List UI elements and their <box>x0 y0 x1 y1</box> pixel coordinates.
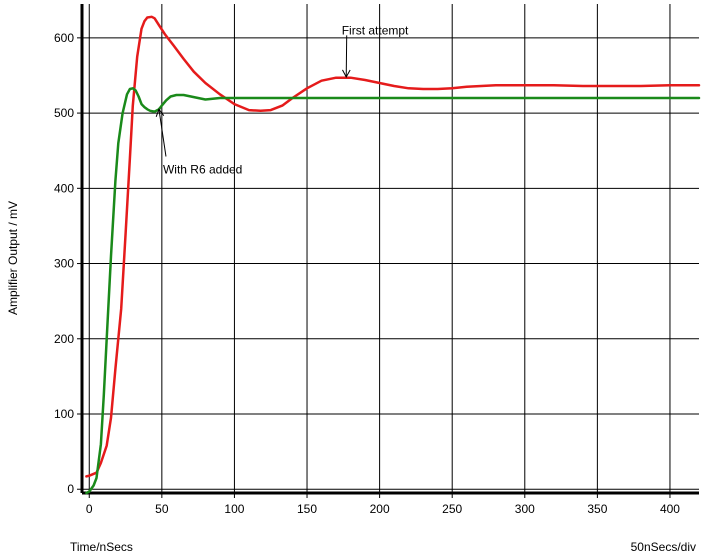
x-tick-label: 0 <box>86 502 93 516</box>
y-tick-label: 500 <box>54 106 74 120</box>
x-tick-label: 50 <box>155 502 169 516</box>
series-line-1 <box>85 87 701 495</box>
y-tick-label: 300 <box>54 257 74 271</box>
y-axis-label: Amplifier Output / mV <box>6 201 20 315</box>
y-tick-label: 600 <box>54 31 74 45</box>
annotations: First attempt With R6 added <box>155 23 409 177</box>
y-tick-label: 0 <box>67 482 74 496</box>
series-line-0 <box>85 15 701 478</box>
annotation-label: First attempt <box>342 23 409 37</box>
scale-note: 50nSecs/div <box>631 540 696 554</box>
series-lines <box>85 15 701 495</box>
axes <box>77 4 699 498</box>
y-tick-label: 200 <box>54 332 74 346</box>
x-tick-label: 300 <box>515 502 535 516</box>
x-tick-label: 250 <box>442 502 462 516</box>
x-tick-label: 400 <box>660 502 680 516</box>
y-tick-label: 100 <box>54 407 74 421</box>
tick-labels: 0 50 100 150 200 250 300 350 400 0 100 200 300 400 500… <box>54 31 680 516</box>
annotation-arrowhead <box>342 69 351 79</box>
x-tick-label: 150 <box>297 502 317 516</box>
annotation-arrowhead <box>155 108 165 118</box>
x-axis-label: Time/nSecs <box>70 540 133 554</box>
x-tick-label: 350 <box>587 502 607 516</box>
x-tick-label: 100 <box>224 502 244 516</box>
annotation-leader <box>158 109 167 157</box>
annotation-label: With R6 added <box>163 163 242 177</box>
x-tick-label: 200 <box>370 502 390 516</box>
y-tick-label: 400 <box>54 181 74 195</box>
grid <box>82 4 699 493</box>
